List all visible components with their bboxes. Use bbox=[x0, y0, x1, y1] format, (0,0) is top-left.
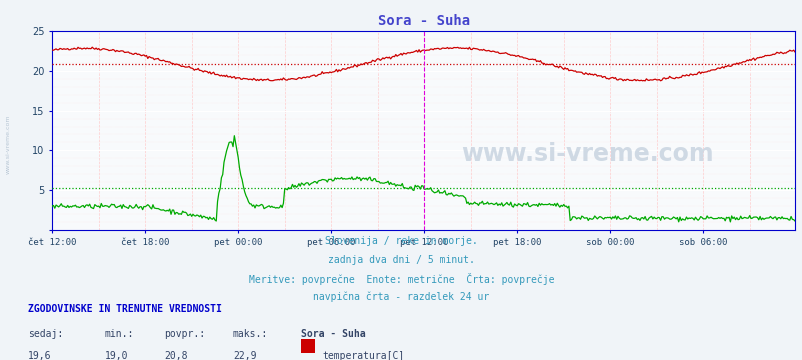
Text: Slovenija / reke in morje.: Slovenija / reke in morje. bbox=[325, 236, 477, 246]
Text: 19,0: 19,0 bbox=[104, 351, 128, 360]
Text: 20,8: 20,8 bbox=[164, 351, 188, 360]
Text: min.:: min.: bbox=[104, 329, 134, 339]
Title: Sora - Suha: Sora - Suha bbox=[377, 14, 469, 28]
Text: www.si-vreme.com: www.si-vreme.com bbox=[460, 143, 712, 166]
Text: 19,6: 19,6 bbox=[28, 351, 51, 360]
Text: Meritve: povprečne  Enote: metrične  Črta: povprečje: Meritve: povprečne Enote: metrične Črta:… bbox=[249, 273, 553, 285]
Text: sedaj:: sedaj: bbox=[28, 329, 63, 339]
Text: Sora - Suha: Sora - Suha bbox=[301, 329, 365, 339]
Text: www.si-vreme.com: www.si-vreme.com bbox=[6, 114, 10, 174]
Text: navpična črta - razdelek 24 ur: navpična črta - razdelek 24 ur bbox=[313, 292, 489, 302]
Text: zadnja dva dni / 5 minut.: zadnja dva dni / 5 minut. bbox=[328, 255, 474, 265]
Text: 22,9: 22,9 bbox=[233, 351, 256, 360]
Text: ZGODOVINSKE IN TRENUTNE VREDNOSTI: ZGODOVINSKE IN TRENUTNE VREDNOSTI bbox=[28, 304, 221, 314]
Text: temperatura[C]: temperatura[C] bbox=[322, 351, 404, 360]
Text: maks.:: maks.: bbox=[233, 329, 268, 339]
Text: povpr.:: povpr.: bbox=[164, 329, 205, 339]
